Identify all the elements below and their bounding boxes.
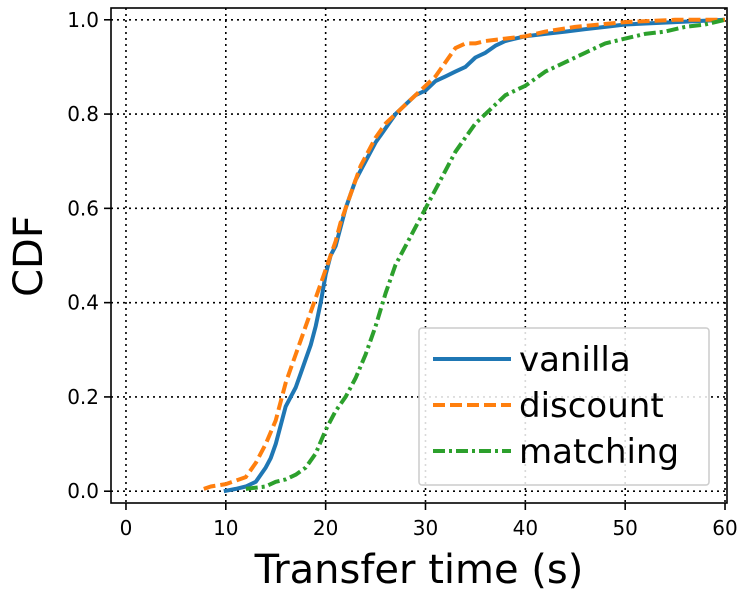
series-line-discount xyxy=(203,17,725,491)
y-tick-label: 0.8 xyxy=(67,102,99,126)
series-line-matching xyxy=(245,17,726,491)
y-tick-label: 0.0 xyxy=(67,479,99,503)
y-tick-label: 0.4 xyxy=(67,291,99,315)
legend-frame xyxy=(418,327,710,486)
x-tick-label: 40 xyxy=(513,516,538,540)
y-axis-label: CDF xyxy=(6,215,52,297)
x-tick-label: 60 xyxy=(712,516,737,540)
legend-label-vanilla: vanilla xyxy=(519,340,631,380)
x-tick-label: 10 xyxy=(213,516,238,540)
x-tick-label: 30 xyxy=(413,516,438,540)
x-tick-label: 50 xyxy=(612,516,637,540)
series-lines xyxy=(203,17,726,494)
x-axis-label: Transfer time (s) xyxy=(254,547,584,593)
legend-label-discount: discount xyxy=(519,386,664,426)
y-tick-label: 1.0 xyxy=(67,8,99,32)
grid-lines xyxy=(111,8,727,503)
y-tick-label: 0.6 xyxy=(67,196,99,220)
legend: vanilla discount matching xyxy=(418,327,710,486)
plot-frame xyxy=(110,7,728,504)
series-line-vanilla xyxy=(223,17,726,494)
x-tick-label: 0 xyxy=(120,516,133,540)
y-tick-label: 0.2 xyxy=(67,385,99,409)
axis-ticks: 0 10 20 30 40 50 60 0.0 0.2 0.4 0.6 0.8 1.0 xyxy=(67,8,738,540)
legend-label-matching: matching xyxy=(519,432,679,472)
x-tick-label: 20 xyxy=(313,516,338,540)
